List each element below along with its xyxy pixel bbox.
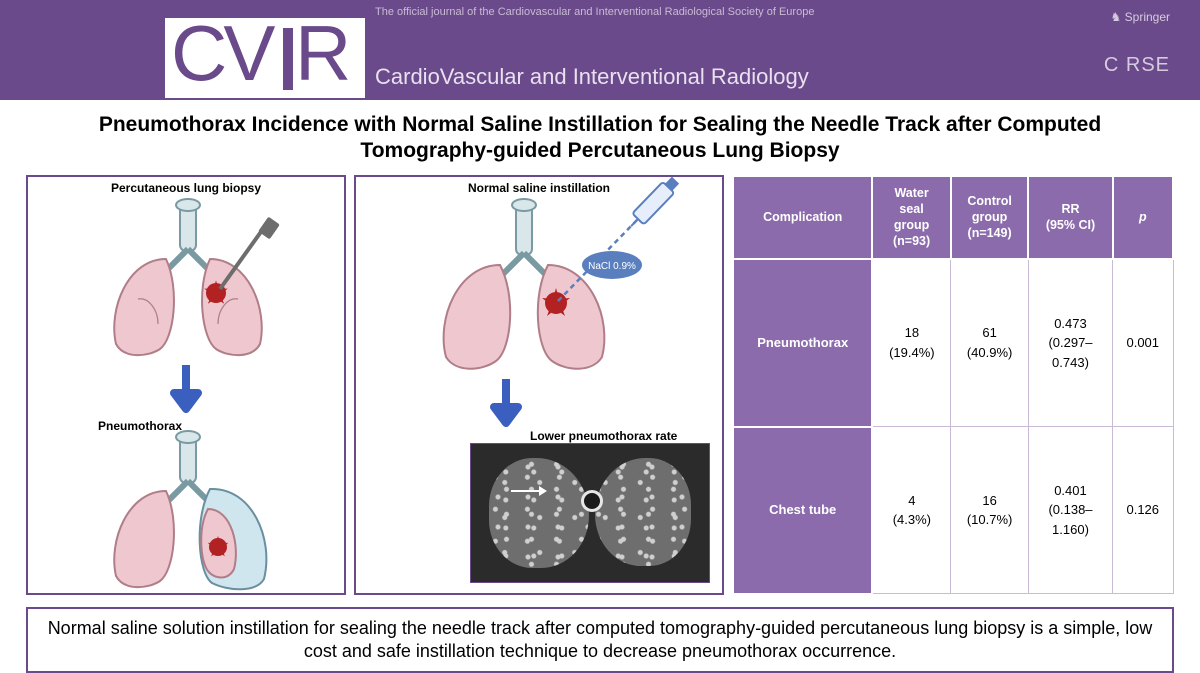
journal-name: CardioVascular and Interventional Radiol… bbox=[375, 64, 809, 90]
lungs-pneumo-svg bbox=[88, 431, 288, 591]
syringe-label-text: NaCl 0.9% bbox=[588, 261, 636, 272]
logo-bar-icon bbox=[283, 28, 293, 90]
label-outcome: Lower pneumothorax rate bbox=[530, 429, 677, 443]
cell-control-pneumo: 61(40.9%) bbox=[951, 259, 1029, 427]
cell-control-chest: 16(10.7%) bbox=[951, 427, 1029, 594]
cell-p-chest: 0.126 bbox=[1113, 427, 1173, 594]
results-table: Complication Watersealgroup(n=93) Contro… bbox=[732, 175, 1174, 595]
panel-saline: Normal saline instillation bbox=[354, 175, 724, 595]
row-label-chesttube: Chest tube bbox=[733, 427, 872, 594]
col-control: Controlgroup(n=149) bbox=[951, 176, 1029, 259]
figure-lungs-biopsy bbox=[88, 199, 288, 364]
arrow-down-icon-2 bbox=[486, 377, 526, 431]
ct-lung-right-icon bbox=[595, 458, 691, 566]
logo-letters-r: R bbox=[295, 8, 347, 99]
content-row: Percutaneous lung biopsy bbox=[0, 175, 1200, 595]
figure-lungs-pneumothorax bbox=[88, 431, 288, 596]
ct-lung-left-icon bbox=[489, 458, 589, 568]
panel-biopsy-pneumothorax: Percutaneous lung biopsy bbox=[26, 175, 346, 595]
society-badge: C RSE bbox=[1104, 54, 1170, 77]
row-label-pneumothorax: Pneumothorax bbox=[733, 259, 872, 427]
lungs-biopsy-svg bbox=[88, 199, 288, 359]
journal-logo: CV R bbox=[165, 18, 365, 98]
ct-scan-image bbox=[470, 443, 710, 583]
table-row: Pneumothorax 18(19.4%) 61(40.9%) 0.473(0… bbox=[733, 259, 1173, 427]
publisher-text: Springer bbox=[1125, 10, 1170, 24]
cell-rr-chest: 0.401(0.138–1.160) bbox=[1028, 427, 1112, 594]
cell-water-pneumo: 18(19.4%) bbox=[872, 259, 950, 427]
col-complication: Complication bbox=[733, 176, 872, 259]
publisher-badge: ♞ Springer bbox=[1104, 10, 1170, 24]
journal-header: CV R The official journal of the Cardiov… bbox=[0, 0, 1200, 100]
article-title: Pneumothorax Incidence with Normal Salin… bbox=[0, 100, 1200, 175]
col-water-seal: Watersealgroup(n=93) bbox=[872, 176, 950, 259]
ct-trachea-icon bbox=[581, 490, 603, 512]
conclusion-box: Normal saline solution instillation for … bbox=[26, 607, 1174, 673]
table-header-row: Complication Watersealgroup(n=93) Contro… bbox=[733, 176, 1173, 259]
panel-results: Complication Watersealgroup(n=93) Contro… bbox=[732, 175, 1174, 595]
ct-arrow-icon bbox=[511, 490, 545, 492]
header-badges: ♞ Springer C RSE bbox=[1104, 10, 1170, 77]
col-rr: RR(95% CI) bbox=[1028, 176, 1112, 259]
col-p: p bbox=[1113, 176, 1173, 259]
cell-water-chest: 4(4.3%) bbox=[872, 427, 950, 594]
cell-rr-pneumo: 0.473(0.297–0.743) bbox=[1028, 259, 1112, 427]
cell-p-pneumo: 0.001 bbox=[1113, 259, 1173, 427]
lungs-saline-svg: NaCl 0.9% bbox=[416, 199, 676, 379]
logo-letters: CV bbox=[171, 8, 271, 99]
figure-lungs-saline: NaCl 0.9% bbox=[416, 199, 676, 384]
table-row: Chest tube 4(4.3%) 16(10.7%) 0.401(0.138… bbox=[733, 427, 1173, 594]
header-tagline: The official journal of the Cardiovascul… bbox=[375, 6, 814, 18]
label-biopsy: Percutaneous lung biopsy bbox=[28, 181, 344, 195]
arrow-down-icon bbox=[166, 363, 206, 417]
